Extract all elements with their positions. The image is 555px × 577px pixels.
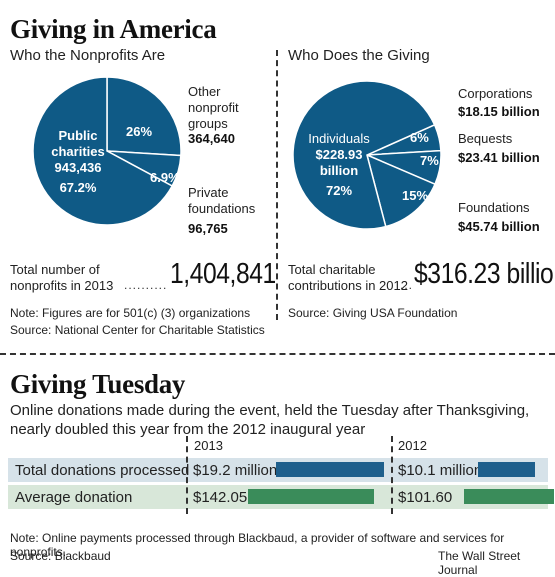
column-separator-left	[186, 436, 188, 514]
right-pie-label-individuals: Individuals $228.93 billion 72%	[300, 131, 378, 199]
individuals-label: Individuals	[308, 131, 370, 146]
left-pie-chart	[32, 76, 182, 226]
year-2012-header: 2012	[398, 438, 427, 453]
tuesday-source: Source: Blackbaud	[10, 549, 111, 563]
bar-average-2012	[464, 489, 554, 504]
right-total-line2: contributions in 2012	[288, 278, 408, 293]
year-2013-header: 2013	[194, 438, 223, 453]
page-title: Giving in America	[10, 14, 217, 44]
left-total-line1: Total number of	[10, 262, 100, 277]
public-charities-count: 943,436	[54, 160, 102, 175]
total-donations-label: Total donations processed	[15, 462, 190, 479]
individuals-value: $228.93 billion	[315, 147, 363, 178]
average-donation-label: Average donation	[15, 489, 133, 506]
foundations-value: $45.74 billion	[458, 219, 540, 234]
public-charities-pct: 67.2%	[59, 180, 97, 195]
other-groups-count: 364,640	[188, 131, 235, 146]
left-pie-slice-2	[32, 76, 174, 226]
corporations-pct: 6%	[410, 130, 429, 145]
private-foundations-label: Private foundations	[188, 185, 256, 216]
left-total-value: 1,404,841	[170, 258, 276, 290]
other-groups-label: Other nonprofit groups	[188, 84, 239, 131]
bar-average-2013	[248, 489, 374, 504]
corporations-label: Corporations	[458, 86, 533, 101]
right-pie-slice-2	[365, 153, 436, 228]
foundations-pct: 15%	[402, 188, 429, 203]
left-total-label: Total number of nonprofits in 2013	[10, 262, 113, 294]
private-foundations-pct: 6.9%	[150, 170, 180, 185]
foundations-label: Foundations	[458, 200, 530, 215]
average-donation-2013-value: $142.05	[193, 489, 248, 506]
left-source: Source: National Center for Charitable S…	[10, 323, 265, 337]
other-groups-pct: 26%	[126, 124, 153, 139]
bar-total-2012	[478, 462, 535, 477]
left-note: Note: Figures are for 501(c) (3) organiz…	[10, 306, 251, 320]
section-separator	[0, 353, 555, 355]
right-total-dots: ...	[400, 278, 414, 292]
right-pie-chart	[292, 80, 442, 230]
right-source: Source: Giving USA Foundation	[288, 306, 458, 320]
left-pie-slice-0	[106, 76, 182, 157]
right-pie-slice-3	[292, 80, 436, 230]
right-total-label: Total charitable contributions in 2012	[288, 262, 408, 294]
left-total-line2: nonprofits in 2013	[10, 278, 114, 293]
section-divider	[276, 50, 278, 320]
total-donations-2012-value: $10.1 million	[398, 462, 483, 479]
right-total-value: $316.23 billion	[414, 258, 555, 290]
public-charities-label: Public charities	[51, 128, 105, 159]
average-donation-2012-value: $101.60	[398, 489, 453, 506]
tuesday-title: Giving Tuesday	[10, 369, 186, 399]
bar-total-2013	[276, 462, 384, 477]
tuesday-description: Online donations made during the event, …	[10, 402, 530, 438]
bequests-value: $23.41 billion	[458, 150, 540, 165]
right-total-line1: Total charitable	[288, 262, 376, 277]
left-pie-label-public: Public charities 943,436 67.2%	[38, 128, 118, 196]
credit: The Wall Street Journal	[438, 549, 521, 577]
private-foundations-count: 96,765	[188, 221, 228, 236]
corporations-value: $18.15 billion	[458, 104, 540, 119]
left-total-dots: ..........	[124, 278, 168, 292]
right-subtitle: Who Does the Giving	[288, 47, 430, 64]
left-subtitle: Who the Nonprofits Are	[10, 47, 166, 64]
bequests-pct: 7%	[420, 153, 439, 168]
bequests-label: Bequests	[458, 131, 513, 146]
individuals-pct: 72%	[325, 183, 353, 198]
tuesday-note: Note: Online payments processed through …	[10, 531, 505, 559]
total-donations-2013-value: $19.2 million	[193, 462, 278, 479]
column-separator-right	[391, 436, 393, 514]
